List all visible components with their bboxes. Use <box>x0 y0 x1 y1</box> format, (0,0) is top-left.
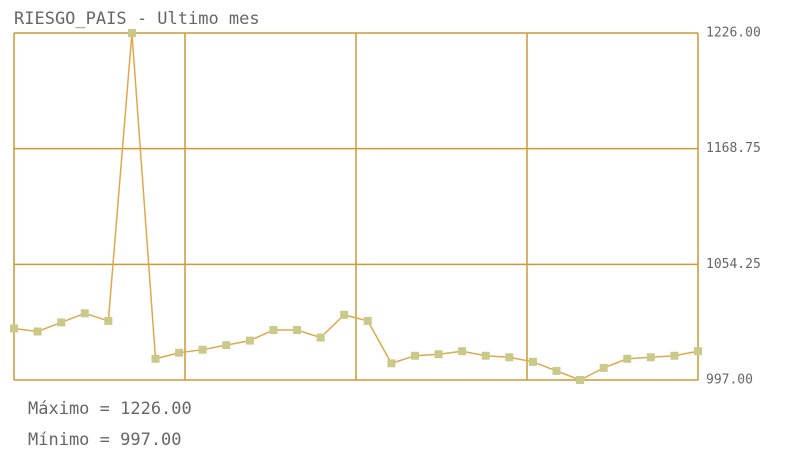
point-marker <box>175 348 184 357</box>
point-marker <box>528 357 537 366</box>
point-marker <box>104 316 113 325</box>
point-marker <box>481 351 490 360</box>
y-tick-label: 997.00 <box>706 373 753 388</box>
point-marker <box>340 310 349 319</box>
point-marker <box>505 353 514 362</box>
point-marker <box>127 29 136 37</box>
point-marker <box>198 345 207 354</box>
point-marker <box>410 351 419 360</box>
max-annotation: Máximo = 1226.00 <box>28 399 192 419</box>
point-marker <box>151 354 160 363</box>
point-marker <box>670 351 679 360</box>
point-marker <box>599 363 608 372</box>
y-tick-label: 1226.00 <box>706 26 761 41</box>
point-marker <box>387 359 396 368</box>
point-marker <box>293 325 302 334</box>
point-marker <box>646 353 655 362</box>
point-marker <box>269 325 278 334</box>
point-marker <box>576 376 585 384</box>
point-marker <box>363 316 372 325</box>
point-marker <box>57 318 66 327</box>
min-annotation: Mínimo = 997.00 <box>28 430 182 450</box>
point-marker <box>316 333 325 342</box>
point-marker <box>623 354 632 363</box>
point-marker <box>80 309 89 318</box>
point-marker <box>458 347 467 356</box>
y-tick-label: 1054.25 <box>706 257 761 272</box>
point-marker <box>552 366 561 375</box>
point-marker <box>222 341 231 350</box>
point-marker <box>33 327 42 336</box>
point-marker <box>694 347 702 356</box>
y-tick-label: 1168.75 <box>706 141 761 156</box>
point-marker <box>10 324 18 333</box>
point-marker <box>434 350 443 359</box>
chart-title: RIESGO_PAIS - Ultimo mes <box>14 9 260 29</box>
point-marker <box>245 336 254 345</box>
